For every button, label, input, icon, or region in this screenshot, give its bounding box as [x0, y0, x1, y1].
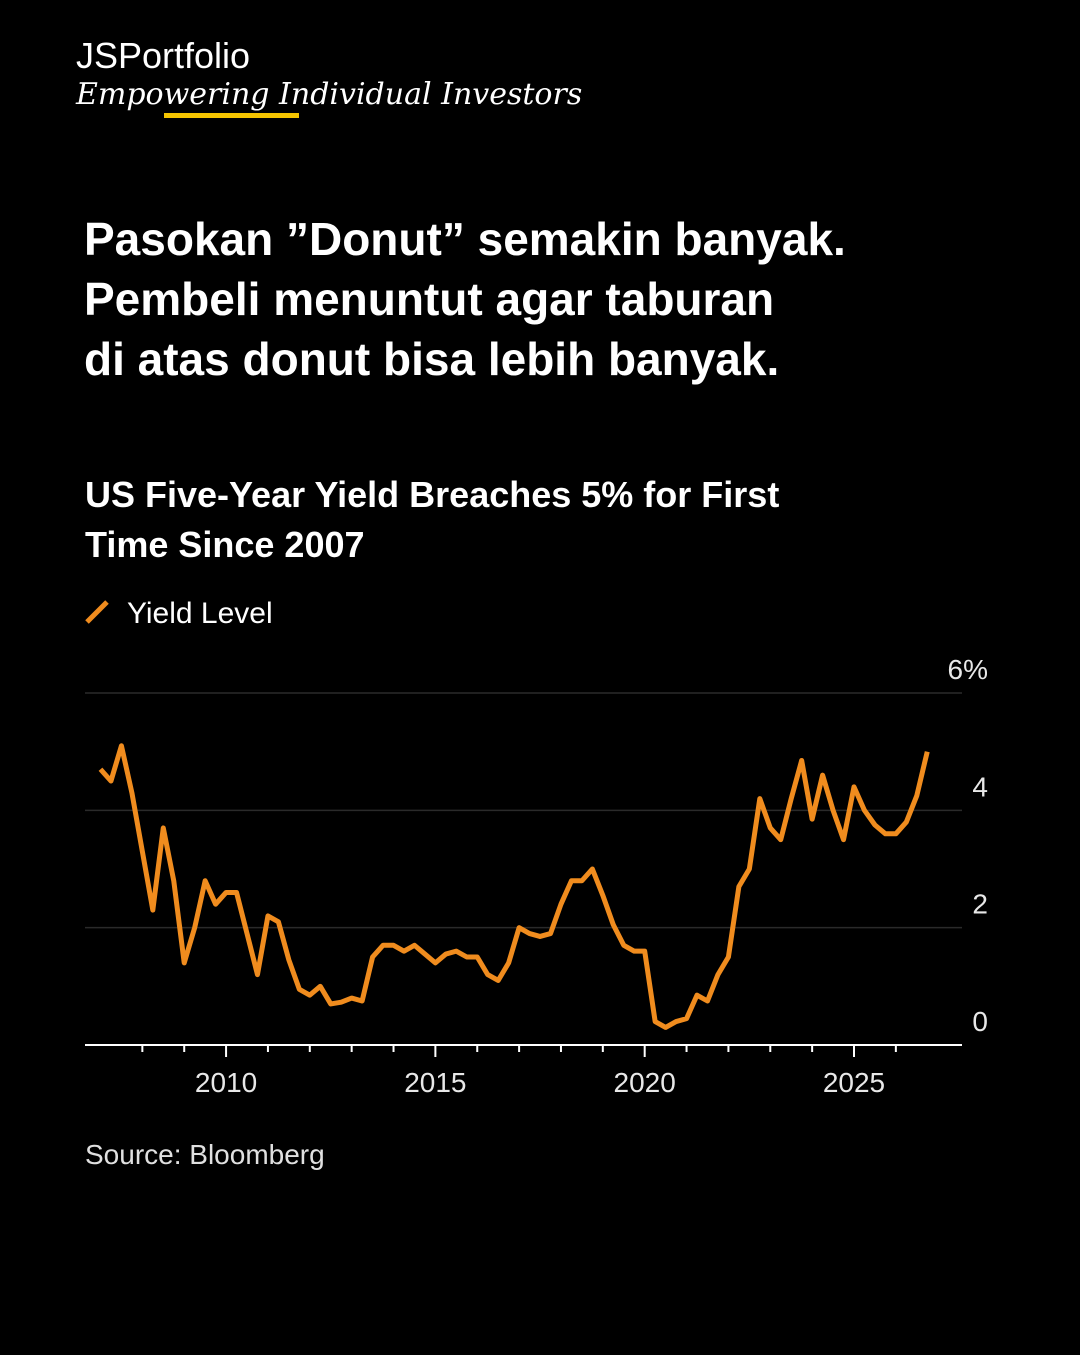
- x-tick-label: 2015: [404, 1067, 466, 1098]
- headline-line: Pasokan ”Donut” semakin banyak.: [84, 213, 846, 265]
- chart-title-line: Time Since 2007: [85, 524, 365, 565]
- brand-tagline: Empowering Individual Investors: [75, 77, 582, 112]
- x-tick-label: 2025: [823, 1067, 885, 1098]
- headline-line: di atas donut bisa lebih banyak.: [84, 333, 779, 385]
- legend-swatch: [85, 600, 109, 624]
- y-tick-label: 6%: [948, 654, 988, 685]
- source: Source: Bloomberg: [85, 1139, 325, 1170]
- chart-title: US Five-Year Yield Breaches 5% for First…: [85, 474, 779, 565]
- x-tick-label: 2010: [195, 1067, 257, 1098]
- y-tick-label: 2: [972, 889, 988, 920]
- legend-label: Yield Level: [127, 597, 273, 630]
- headline-line: Pembeli menuntut agar taburan: [84, 273, 774, 325]
- x-tick-label: 2020: [614, 1067, 676, 1098]
- brand-name: JSPortfolio: [76, 35, 250, 76]
- y-tick-label: 0: [972, 1006, 988, 1037]
- y-tick-label: 4: [972, 771, 988, 802]
- headline: Pasokan ”Donut” semakin banyak. Pembeli m…: [84, 213, 846, 385]
- tagline-underline: [164, 113, 299, 118]
- data-line: [98, 743, 930, 1030]
- chart-title-line: US Five-Year Yield Breaches 5% for First: [85, 474, 779, 515]
